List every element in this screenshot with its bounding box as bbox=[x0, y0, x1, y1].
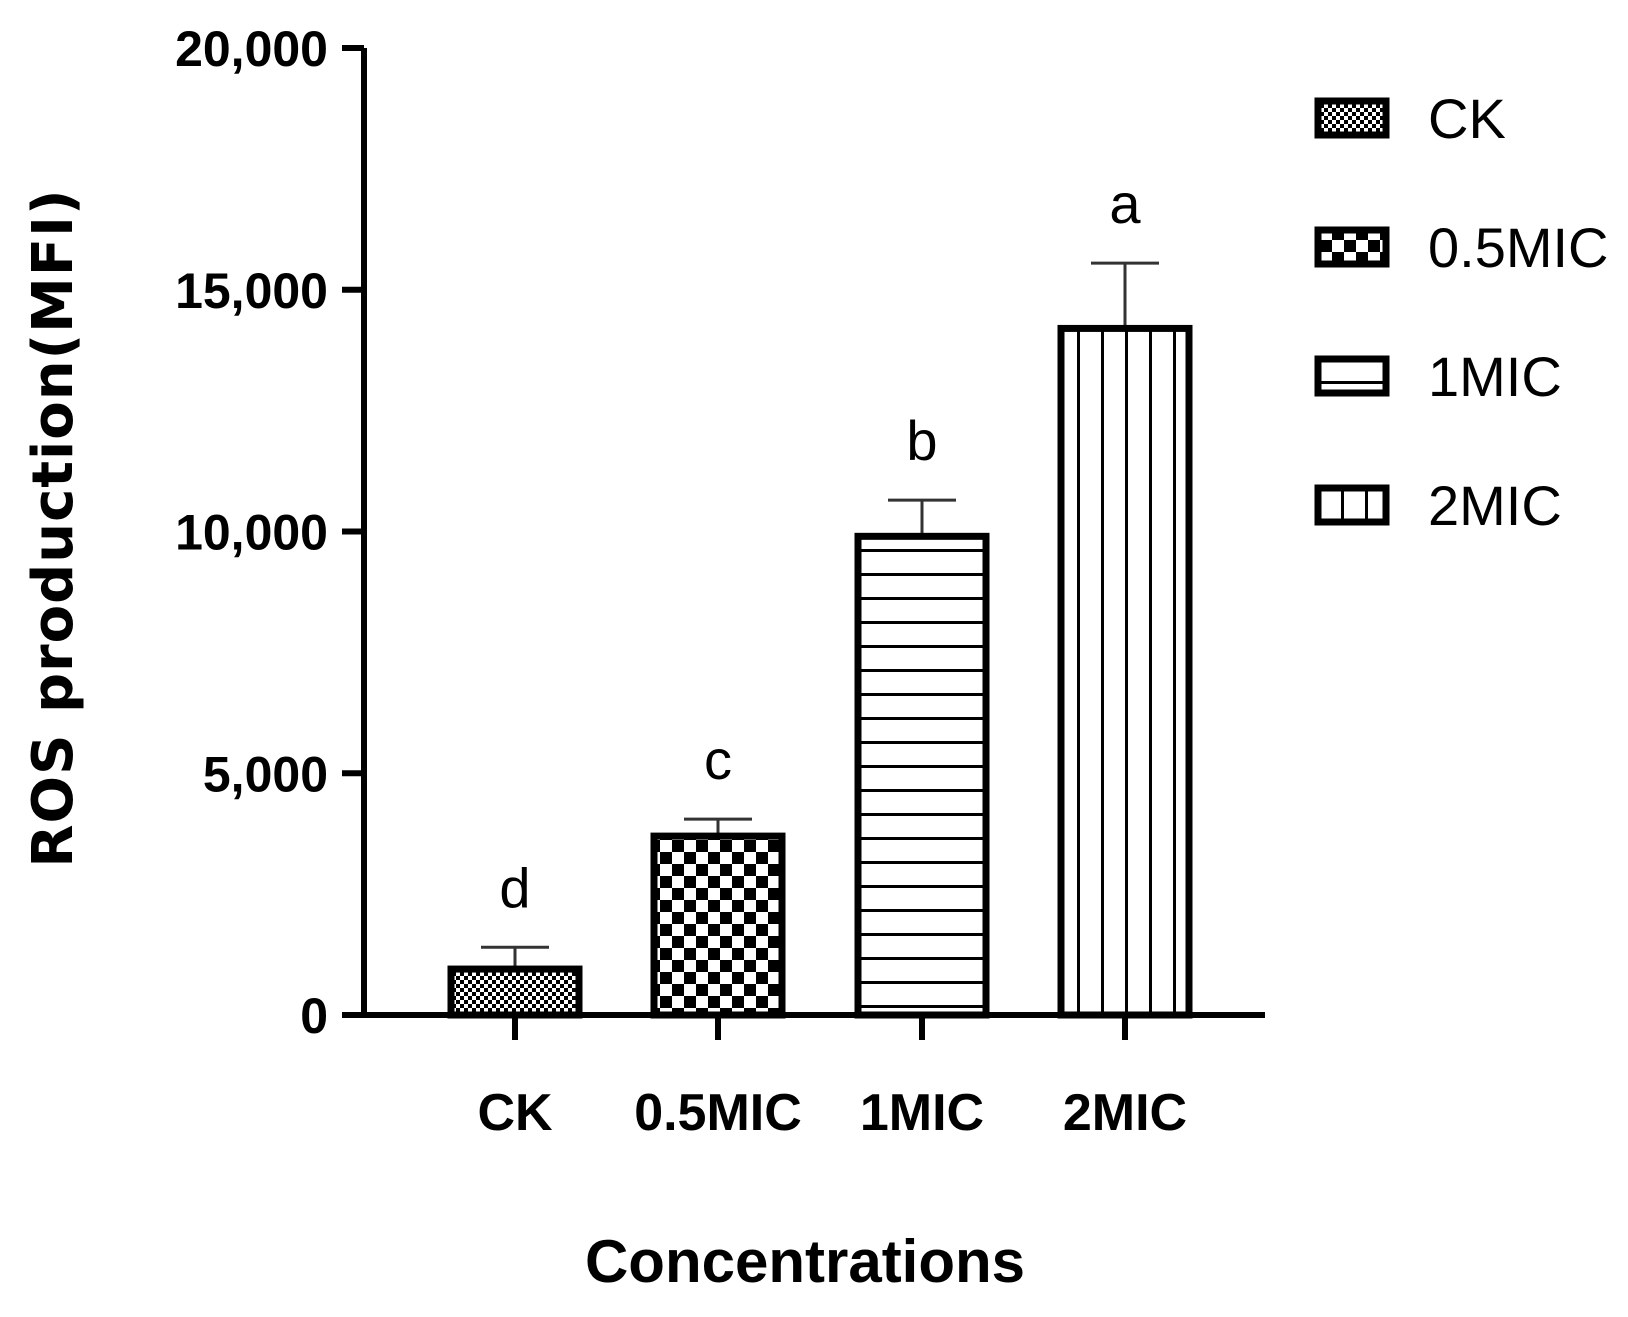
significance-label: d bbox=[499, 856, 530, 919]
bar-1mic bbox=[854, 532, 990, 1019]
bars: d c b a bbox=[447, 172, 1193, 1019]
legend-label: 0.5MIC bbox=[1428, 216, 1609, 279]
legend-swatch bbox=[1314, 355, 1390, 397]
x-axis-label: Concentrations bbox=[585, 1228, 1025, 1295]
bar-2mic bbox=[1057, 324, 1193, 1019]
x-tick-label: CK bbox=[477, 1084, 553, 1142]
legend: CK 0.5MIC 1MIC 2MIC bbox=[1314, 87, 1609, 537]
legend-swatch bbox=[1314, 97, 1390, 139]
legend-swatch bbox=[1314, 484, 1390, 526]
legend-label: CK bbox=[1428, 87, 1506, 150]
y-tick-label: 15,000 bbox=[175, 263, 328, 319]
x-tick-label: 1MIC bbox=[860, 1084, 984, 1142]
legend-label: 2MIC bbox=[1428, 474, 1562, 537]
y-tick-label: 20,000 bbox=[175, 21, 328, 77]
y-ticks: 0 5,000 10,000 15,000 20,000 bbox=[175, 21, 364, 1044]
legend-label: 1MIC bbox=[1428, 345, 1562, 408]
significance-label: c bbox=[704, 728, 732, 791]
bar-05mic bbox=[650, 832, 786, 1019]
y-axis-label: ROS production(MFI) bbox=[21, 188, 86, 867]
y-tick-label: 10,000 bbox=[175, 505, 328, 561]
legend-swatch bbox=[1314, 226, 1390, 268]
y-tick-label: 0 bbox=[300, 988, 328, 1044]
y-tick-label: 5,000 bbox=[203, 746, 328, 802]
x-tick-label: 0.5MIC bbox=[634, 1084, 802, 1142]
x-tick-label: 2MIC bbox=[1063, 1084, 1187, 1142]
bar-ck bbox=[447, 965, 583, 1019]
significance-label: a bbox=[1109, 172, 1141, 235]
significance-label: b bbox=[906, 409, 937, 472]
x-ticks: CK 0.5MIC 1MIC 2MIC bbox=[477, 1015, 1187, 1142]
